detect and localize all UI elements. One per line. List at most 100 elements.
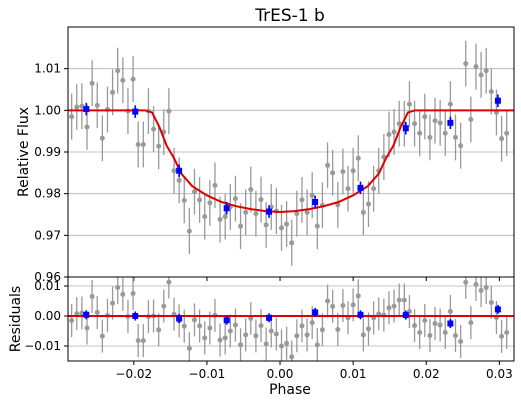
residuals-raw-point [217, 337, 223, 343]
residuals-raw-point [340, 303, 346, 308]
residuals-frame [67, 276, 515, 362]
residuals-raw-point [94, 309, 100, 315]
flux-y-tick-label-5: 1.01 [34, 62, 61, 76]
flux-raw-point [207, 200, 213, 206]
residuals-plot-area [68, 277, 514, 361]
residuals-raw-point [483, 285, 489, 290]
residuals-raw-point [161, 303, 167, 309]
flux-raw-point [417, 130, 423, 136]
chart-title: TrES-1 b [254, 6, 325, 26]
flux-y-tick-label-0: 0.96 [34, 270, 61, 284]
residuals-raw-point [110, 300, 116, 306]
flux-raw-point [478, 72, 484, 78]
residuals-raw-point [84, 325, 90, 331]
residuals-raw-point [248, 315, 254, 321]
flux-raw-point [396, 121, 402, 127]
flux-binned-point [223, 205, 230, 212]
flux-raw-point [371, 186, 377, 192]
residuals-raw-point [478, 288, 484, 293]
residuals-raw-point [319, 327, 325, 333]
flux-raw-point [355, 155, 361, 161]
residuals-raw-point [294, 333, 300, 339]
residuals-binned-point [132, 313, 139, 319]
residuals-raw-point [463, 279, 469, 285]
flux-raw-point [191, 189, 197, 195]
flux-raw-point [422, 114, 428, 120]
flux-binned-point [357, 184, 364, 191]
residuals-raw-point [422, 318, 428, 323]
flux-raw-point [504, 130, 510, 136]
flux-panel: 0.96 0.97 0.98 0.99 1.00 1.01 [34, 26, 515, 284]
residuals-raw-point [417, 330, 423, 335]
flux-binned-point [494, 97, 501, 104]
residuals-raw-point [130, 291, 136, 296]
residuals-panel: −0.01 0.00 0.01 −0.02 −0.01 0.00 0.01 0.02 0.03 [24, 276, 515, 381]
flux-raw-point [212, 182, 218, 188]
flux-raw-point [360, 209, 366, 215]
residuals-raw-point [458, 339, 464, 344]
residuals-raw-point [289, 354, 295, 360]
residuals-raw-point [453, 333, 459, 338]
residuals-x-tick-label-3: 0.01 [340, 367, 367, 381]
flux-raw-point [483, 68, 489, 74]
residuals-raw-point [284, 340, 290, 346]
residuals-raw-point [258, 323, 264, 329]
flux-raw-point [79, 103, 85, 109]
residuals-raw-point [140, 338, 146, 344]
flux-raw-point [473, 64, 479, 70]
residuals-raw-point [468, 320, 474, 326]
flux-raw-point [488, 89, 494, 95]
flux-binned-point [266, 208, 273, 215]
flux-raw-point [253, 211, 259, 217]
flux-raw-point [135, 142, 141, 147]
residuals-y-axis-title: Residuals [8, 286, 24, 352]
residuals-raw-point [504, 330, 510, 335]
flux-raw-point [238, 223, 244, 229]
flux-raw-point [110, 89, 116, 95]
residuals-y-tick-label-2: 0.01 [34, 279, 61, 293]
residuals-binned-point [494, 306, 501, 313]
residuals-raw-point [412, 323, 418, 329]
residuals-raw-point [99, 333, 105, 339]
flux-raw-point [74, 104, 80, 110]
flux-raw-point [366, 201, 372, 207]
flux-binned-point [83, 106, 90, 113]
flux-raw-point [176, 177, 182, 183]
residuals-raw-point [437, 322, 443, 328]
residuals-raw-point [232, 322, 238, 328]
flux-y-tick-label-4: 1.00 [34, 103, 61, 117]
flux-raw-point [463, 61, 469, 67]
flux-plot-area [68, 40, 514, 266]
residuals-raw-point [243, 332, 249, 338]
residuals-raw-point [350, 302, 356, 308]
residuals-x-tick-label-4: 0.02 [413, 367, 440, 381]
flux-binned-point [447, 119, 454, 126]
flux-raw-point [442, 130, 448, 136]
flux-raw-point [330, 170, 336, 176]
residuals-raw-point [191, 317, 197, 323]
residuals-raw-point [427, 333, 433, 338]
residuals-raw-point [396, 297, 402, 303]
flux-raw-point [325, 162, 331, 168]
flux-raw-point [289, 240, 295, 246]
residuals-raw-point [499, 333, 505, 339]
flux-raw-point [294, 211, 300, 217]
flux-raw-point [120, 77, 126, 83]
residuals-raw-point [366, 326, 372, 332]
flux-raw-point [263, 222, 269, 228]
residuals-raw-point [325, 298, 331, 304]
residuals-raw-point [253, 333, 259, 339]
residuals-raw-point [120, 291, 126, 297]
flux-raw-point [412, 121, 418, 127]
flux-model-line [68, 109, 514, 214]
flux-binned-point [312, 199, 319, 205]
residuals-binned-point [447, 320, 454, 327]
flux-y-tick-label-3: 0.99 [34, 145, 61, 159]
flux-binned-point [176, 167, 183, 174]
flux-binned-point [402, 125, 409, 132]
flux-raw-point [458, 143, 464, 149]
residuals-raw-point [207, 325, 213, 331]
residuals-raw-point [222, 335, 228, 341]
residuals-raw-point [304, 332, 310, 338]
